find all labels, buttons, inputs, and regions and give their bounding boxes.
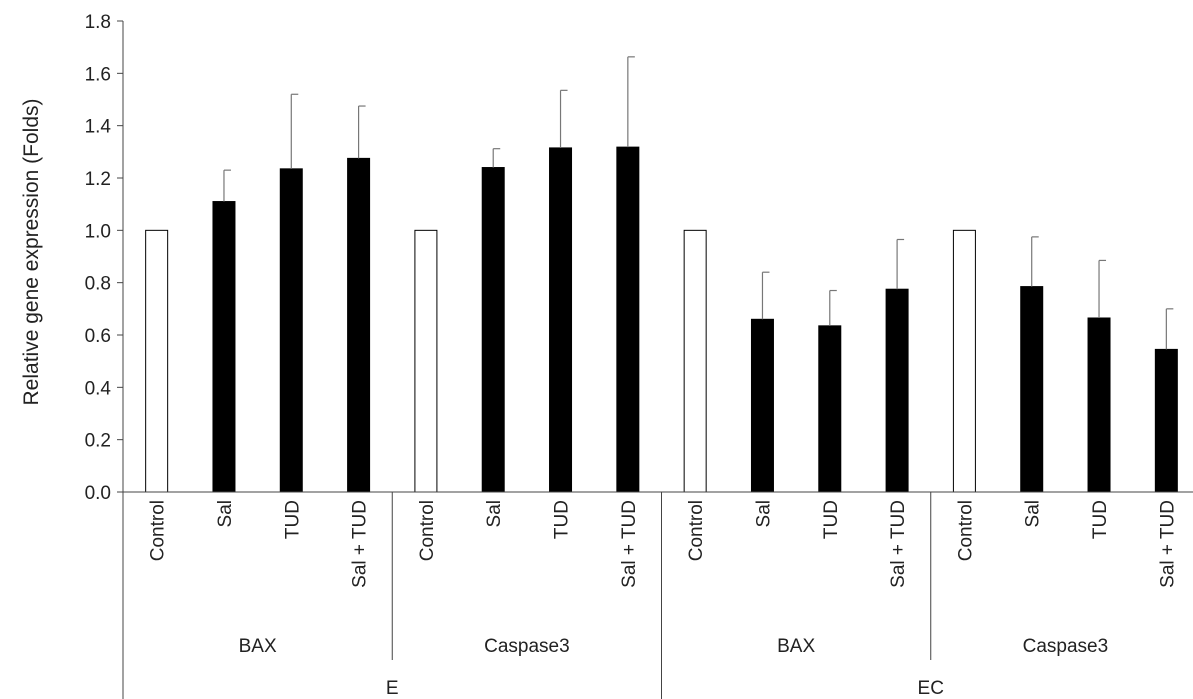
category-label: Control: [955, 500, 976, 561]
category-label: Sal + TUD: [350, 500, 371, 588]
group-label: EC: [918, 678, 944, 699]
bar: [750, 318, 774, 493]
y-tick-label: 0.6: [85, 326, 111, 347]
y-tick-label: 1.4: [85, 117, 112, 138]
y-tick-label: 1.6: [85, 64, 111, 85]
bar: [1020, 286, 1044, 493]
y-tick-label: 1.2: [85, 169, 111, 190]
category-label: Control: [686, 500, 707, 561]
y-tick-label: 1.8: [85, 12, 111, 33]
bar: [347, 157, 371, 493]
bar: [481, 167, 505, 493]
y-axis-label: Relative gene expression (Folds): [20, 99, 43, 406]
category-label: Sal: [215, 500, 236, 527]
category-label: Sal: [753, 500, 774, 527]
bar: [952, 229, 976, 493]
bar: [212, 201, 236, 493]
bar: [145, 229, 169, 493]
bar: [1087, 317, 1111, 493]
category-label: Sal: [484, 500, 505, 527]
bar: [683, 229, 707, 493]
gene-label: BAX: [777, 636, 815, 657]
y-tick-label: 0.4: [85, 378, 112, 399]
category-label: TUD: [821, 500, 842, 539]
gene-label: Caspase3: [1023, 636, 1109, 657]
bar: [1154, 348, 1178, 493]
gene-label: Caspase3: [484, 636, 570, 657]
category-label: Control: [417, 500, 438, 561]
y-tick-label: 0.0: [85, 483, 111, 504]
bar: [549, 147, 573, 493]
category-label: Sal + TUD: [619, 500, 640, 588]
bar: [279, 168, 303, 493]
bar: [818, 325, 842, 493]
gene-label: BAX: [239, 636, 277, 657]
category-label: TUD: [282, 500, 303, 539]
bar: [414, 229, 438, 493]
bar: [616, 146, 640, 493]
category-label: Sal + TUD: [1157, 500, 1178, 588]
category-label: TUD: [1090, 500, 1111, 539]
y-tick-label: 0.2: [85, 431, 111, 452]
category-label: Sal: [1023, 500, 1044, 527]
group-label: E: [386, 678, 399, 699]
y-tick-label: 1.0: [85, 221, 111, 242]
bar: [885, 288, 909, 493]
y-tick-label: 0.8: [85, 274, 111, 295]
category-label: Sal + TUD: [888, 500, 909, 588]
category-label: TUD: [552, 500, 573, 539]
category-label: Control: [148, 500, 169, 561]
